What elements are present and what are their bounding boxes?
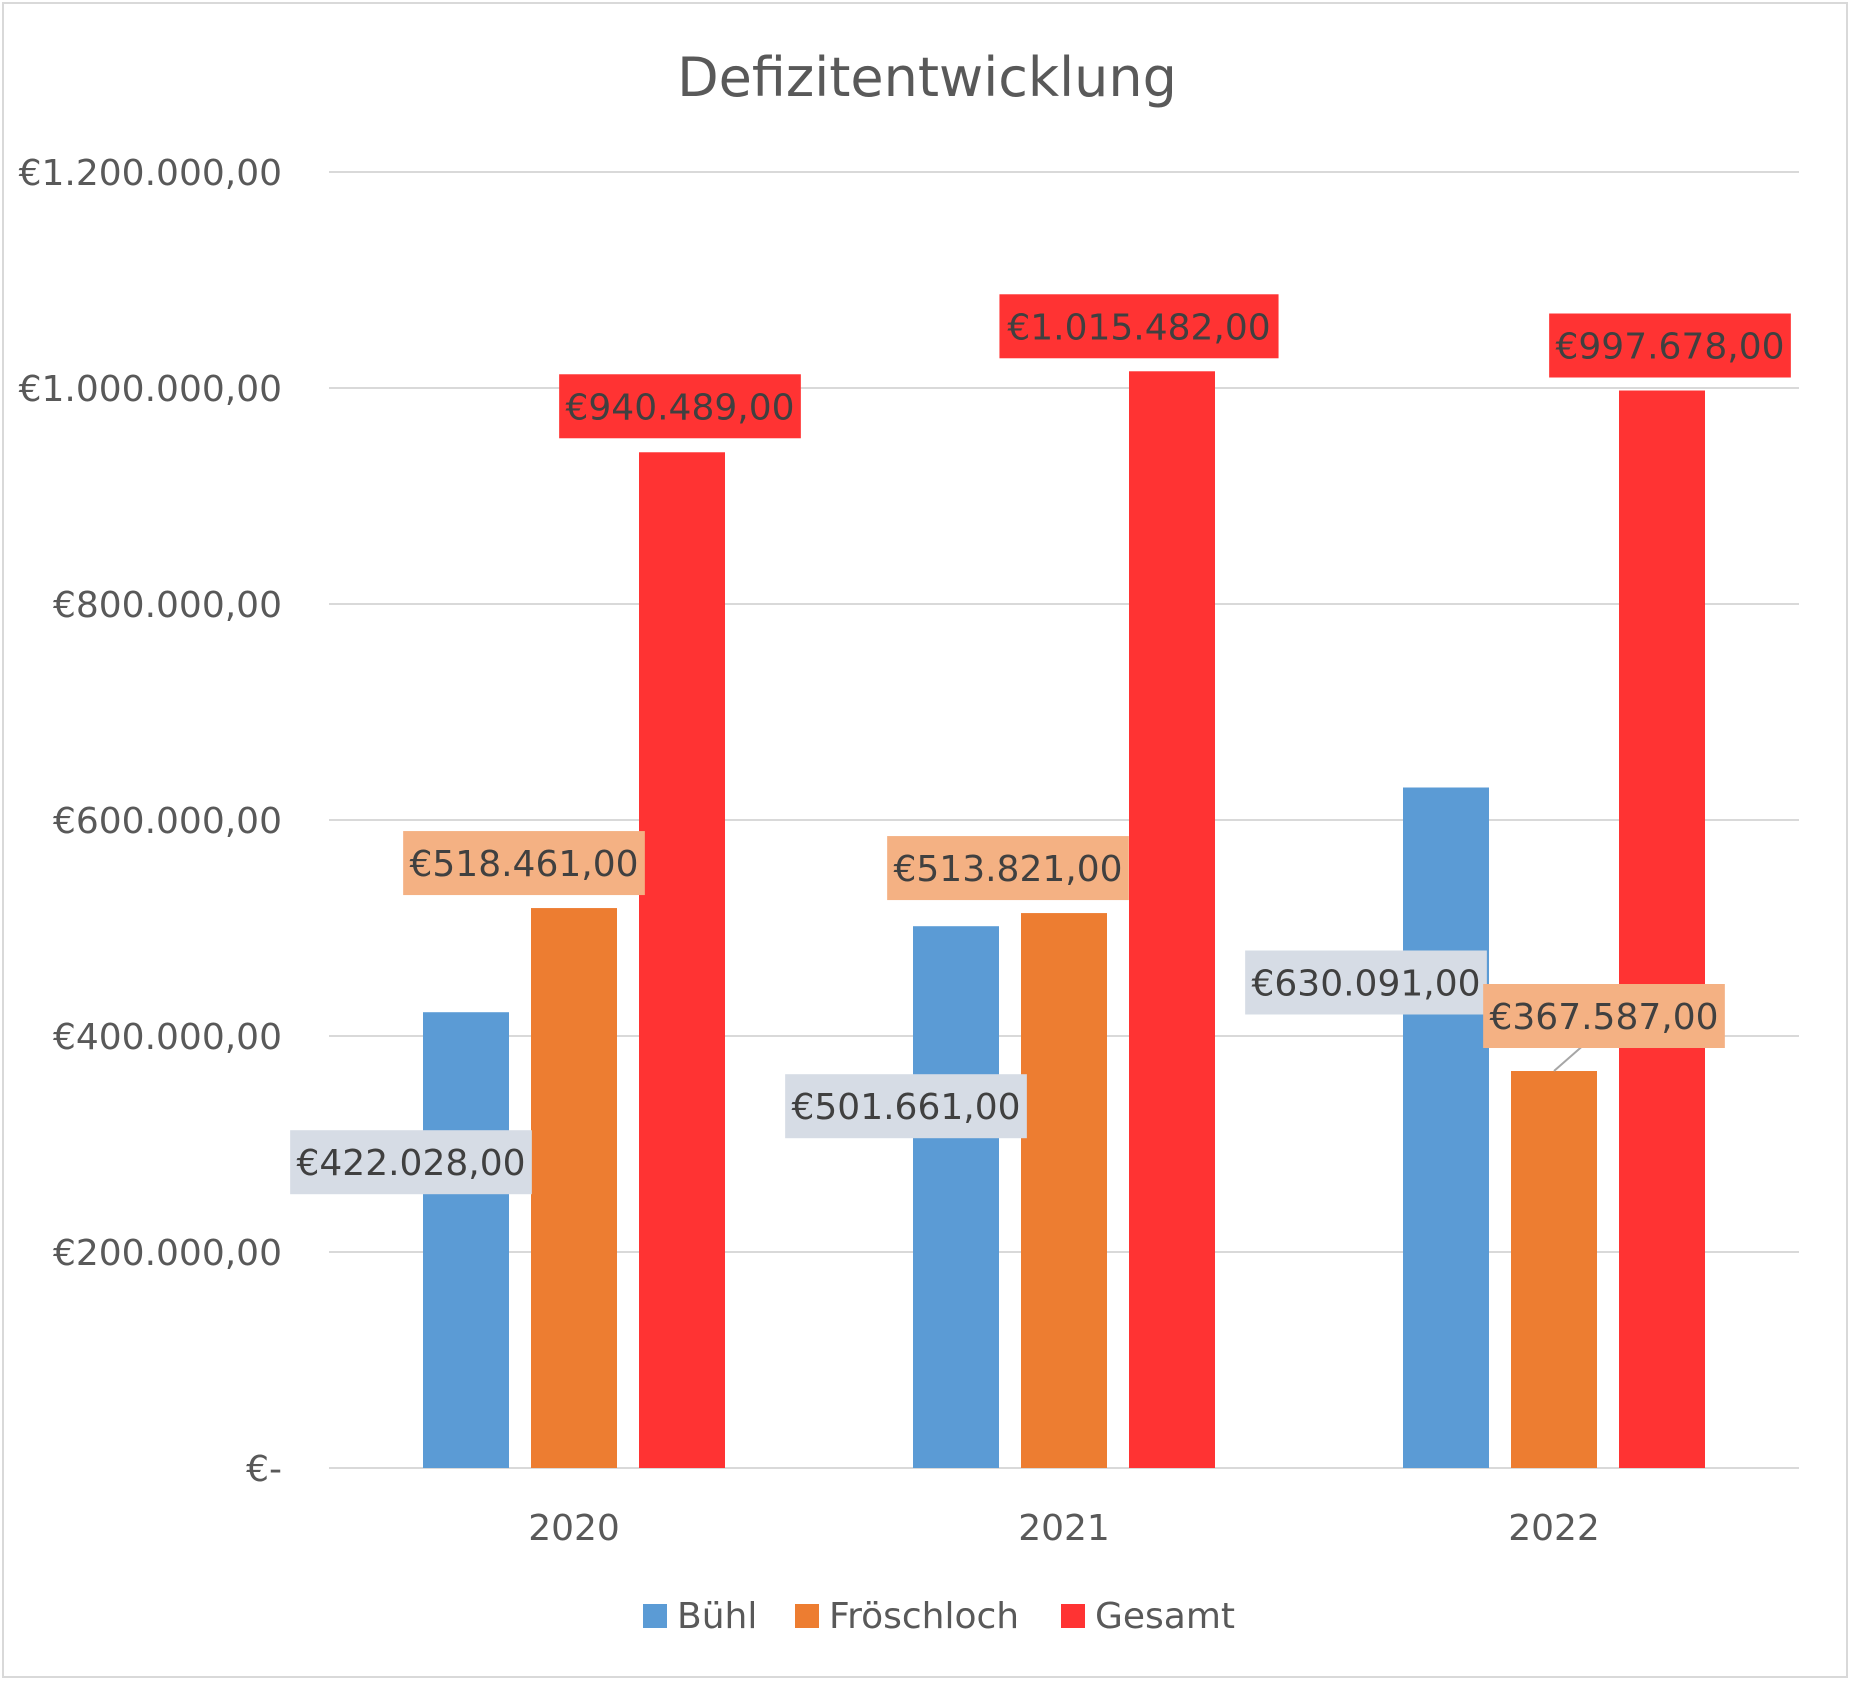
data-label: €513.821,00 — [893, 849, 1122, 890]
bars — [423, 371, 1705, 1469]
data-label-box — [290, 1130, 532, 1195]
y-tick-label: €600.000,00 — [53, 801, 282, 842]
data-label-box — [1549, 313, 1791, 378]
bar — [1129, 371, 1215, 1469]
data-label: €367.587,00 — [1489, 997, 1718, 1038]
y-axis-ticks: €- €200.000,00 €400.000,00 €600.000,00 €800.… — [19, 153, 282, 1490]
data-label-box — [999, 294, 1279, 359]
data-label-box — [1483, 984, 1725, 1049]
data-label: €422.028,00 — [296, 1143, 525, 1184]
y-tick-label: €- — [246, 1449, 282, 1490]
y-tick-label: €200.000,00 — [53, 1233, 282, 1274]
legend-swatch — [1061, 1604, 1085, 1628]
y-tick-label: €1.200.000,00 — [19, 153, 282, 194]
bar — [423, 1012, 509, 1468]
data-label: €940.489,00 — [565, 387, 794, 428]
data-label-box — [887, 836, 1129, 901]
y-tick-label: €400.000,00 — [53, 1017, 282, 1058]
bar — [1403, 787, 1489, 1468]
data-label: €501.661,00 — [791, 1087, 1020, 1128]
data-label: €997.678,00 — [1555, 327, 1784, 368]
legend-label: Bühl — [677, 1596, 757, 1637]
data-label-box — [559, 374, 801, 439]
legend: Bühl Fröschloch Gesamt — [643, 1596, 1235, 1637]
bar — [1021, 913, 1107, 1468]
legend-label: Gesamt — [1095, 1596, 1235, 1637]
bar — [639, 452, 725, 1469]
data-labels: €422.028,00 €518.461,00 €940.489,00 €501.66… — [290, 294, 1791, 1195]
bar — [913, 926, 999, 1468]
x-tick-label: 2020 — [528, 1508, 620, 1549]
data-label: €1.015.482,00 — [1007, 307, 1270, 348]
y-tick-label: €1.000.000,00 — [19, 369, 282, 410]
bar — [1511, 1071, 1597, 1468]
chart-title: Defizitentwicklung — [677, 46, 1177, 109]
legend-swatch — [795, 1604, 819, 1628]
data-label-box — [403, 831, 645, 896]
bar — [531, 908, 617, 1468]
data-label: €630.091,00 — [1251, 964, 1480, 1005]
data-label-box — [785, 1074, 1027, 1139]
data-label: €518.461,00 — [409, 844, 638, 885]
bar — [1619, 390, 1705, 1468]
data-label-box — [1245, 950, 1487, 1015]
bar-chart: Defizitentwicklung €- €200.000,00 €400.000… — [19, 46, 1799, 1637]
x-tick-label: 2021 — [1018, 1508, 1110, 1549]
x-axis-ticks: 2020 2021 2022 — [528, 1508, 1600, 1549]
legend-swatch — [643, 1604, 667, 1628]
legend-label: Fröschloch — [829, 1596, 1019, 1637]
y-tick-label: €800.000,00 — [53, 585, 282, 626]
x-tick-label: 2022 — [1508, 1508, 1600, 1549]
